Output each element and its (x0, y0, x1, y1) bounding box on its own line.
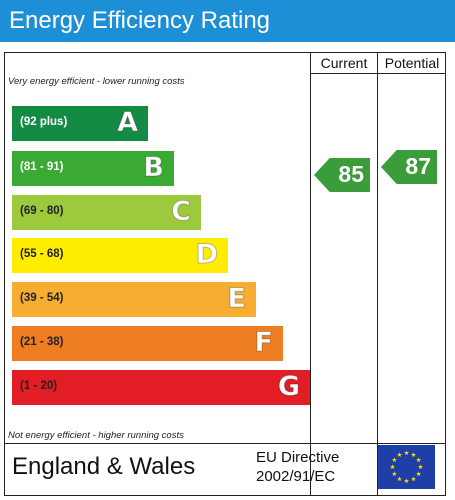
band-range: (55 - 68) (20, 248, 64, 260)
eu-star-icon (404, 450, 409, 456)
header-divider (310, 73, 446, 74)
band-range: (69 - 80) (20, 205, 64, 217)
eu-directive: EU Directive 2002/91/EC (256, 448, 339, 486)
band-range: (81 - 91) (20, 161, 64, 173)
band-d: (55 - 68) D (12, 238, 228, 273)
band-letter: C (171, 196, 192, 228)
eu-star-icon (391, 457, 397, 463)
band-c: (69 - 80) C (12, 195, 201, 230)
eu-star-icon (411, 476, 416, 482)
eu-star-icon (391, 471, 397, 477)
eu-star-icon (390, 464, 395, 470)
band-letter: A (117, 107, 139, 139)
band-letter: E (227, 283, 246, 315)
band-range: (1 - 20) (20, 380, 58, 392)
band-g: (1 - 20) G (12, 370, 310, 405)
footer-region: England & Wales (12, 453, 196, 480)
footer-divider (4, 443, 446, 444)
potential-rating-value: 87 (405, 153, 431, 179)
eu-star-icon (416, 457, 422, 463)
band-range: (21 - 38) (20, 336, 64, 348)
title-bar: Energy Efficiency Rating (0, 0, 455, 42)
page-title: Energy Efficiency Rating (9, 7, 271, 34)
eu-directive-line1: EU Directive (256, 449, 340, 466)
band-letter: G (277, 371, 300, 403)
eu-flag-icon (378, 445, 435, 489)
band-letter: F (254, 327, 273, 359)
eu-star-icon (411, 452, 416, 457)
eu-star-icon (397, 476, 402, 482)
potential-column-header: Potential (384, 55, 440, 71)
bottom-note: Not energy efficient - higher running co… (8, 430, 184, 441)
eu-stars-icon (390, 450, 423, 484)
rating-frame (4, 52, 446, 496)
band-e: (39 - 54) E (12, 282, 256, 317)
eu-star-icon (416, 471, 422, 477)
eu-star-icon (397, 452, 402, 457)
band-f: (21 - 38) F (12, 326, 283, 361)
band-range: (92 plus) (20, 116, 68, 128)
current-rating-value: 85 (338, 161, 364, 187)
divider-current-left (310, 52, 311, 496)
band-a: (92 plus) A (12, 106, 148, 141)
eu-star-icon (404, 478, 409, 484)
band-range: (39 - 54) (20, 292, 64, 304)
eu-star-icon (418, 464, 423, 470)
top-note: Very energy efficient - lower running co… (8, 76, 185, 87)
eu-directive-line2: 2002/91/EC (256, 468, 336, 485)
divider-potential-left (377, 52, 378, 496)
band-letter: B (143, 152, 165, 184)
current-column-header: Current (320, 55, 368, 71)
band-b: (81 - 91) B (12, 151, 174, 186)
band-letter: D (195, 239, 218, 271)
